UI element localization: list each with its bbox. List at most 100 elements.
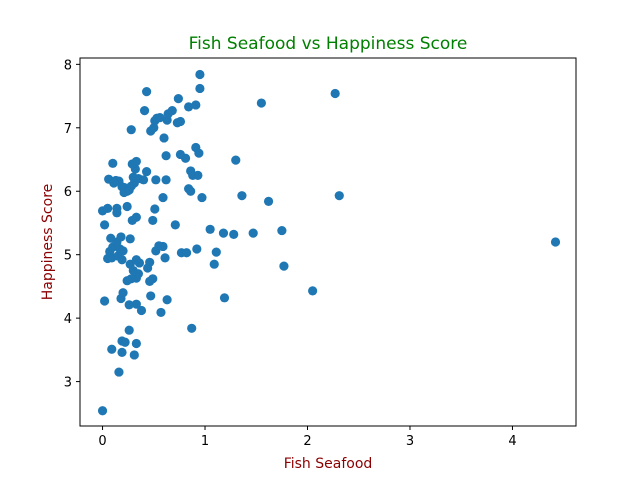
data-point (158, 241, 168, 252)
data-point (191, 100, 201, 110)
data-point (193, 170, 203, 180)
data-point (167, 106, 177, 116)
data-point (131, 156, 141, 167)
x-tick-label: 2 (303, 434, 311, 449)
data-point (248, 228, 258, 238)
data-point (205, 224, 215, 234)
data-point (149, 123, 159, 133)
data-point (124, 300, 134, 310)
data-point (106, 233, 116, 243)
data-point (330, 88, 340, 99)
data-point (308, 286, 318, 296)
data-point (139, 106, 150, 116)
data-point (107, 344, 117, 354)
data-point (99, 220, 110, 230)
data-point (117, 255, 127, 265)
data-point (118, 288, 128, 298)
x-axis-label: Fish Seafood (284, 456, 373, 472)
data-point (116, 232, 126, 242)
data-point (162, 295, 172, 305)
data-point (279, 261, 289, 271)
data-point (120, 337, 130, 347)
data-point (209, 259, 219, 269)
data-point (136, 305, 147, 316)
data-point (138, 175, 149, 185)
data-point (195, 69, 205, 80)
data-point (125, 234, 135, 244)
plot-area-frame (79, 57, 577, 427)
data-point (237, 191, 247, 201)
data-point (186, 186, 196, 196)
data-point (156, 307, 166, 318)
y-tick-label: 8 (64, 58, 72, 73)
data-point (184, 102, 194, 112)
data-point (127, 215, 137, 226)
data-point (175, 116, 186, 127)
data-point (173, 94, 183, 104)
chart-title: Fish Seafood vs Happiness Score (189, 34, 468, 54)
data-point (256, 98, 266, 108)
data-point (131, 299, 141, 309)
data-point (229, 229, 239, 239)
data-point (219, 293, 230, 303)
data-point (128, 265, 138, 276)
data-point (145, 257, 155, 267)
data-point (146, 291, 156, 301)
data-point (145, 276, 155, 286)
data-point (150, 204, 160, 214)
y-tick-label: 5 (64, 249, 72, 264)
data-points (97, 69, 561, 416)
data-point (170, 220, 180, 230)
data-point (192, 244, 202, 254)
data-point (197, 192, 207, 203)
y-axis-label: Happiness Score (40, 184, 56, 301)
x-tick-label: 0 (98, 434, 106, 449)
x-tick-label: 4 (508, 434, 516, 449)
data-point (118, 246, 128, 256)
data-point (218, 228, 229, 238)
data-point (195, 83, 205, 94)
data-point (142, 87, 152, 97)
data-point (129, 350, 139, 360)
axis-ticks: 0 1 2 3 4 3 4 5 6 7 8 (64, 58, 517, 449)
y-tick-label: 3 (64, 376, 72, 391)
data-point (159, 133, 169, 143)
y-tick-label: 7 (64, 122, 72, 137)
data-point (131, 338, 141, 349)
data-point (181, 248, 192, 258)
data-point (134, 258, 145, 268)
data-point (109, 178, 119, 188)
data-point (158, 192, 168, 203)
data-point (211, 247, 221, 257)
data-point (126, 125, 136, 135)
data-point (187, 323, 197, 333)
y-tick-label: 6 (64, 185, 72, 200)
data-point (231, 155, 241, 165)
data-point (114, 367, 124, 377)
data-point (122, 201, 132, 212)
data-point (124, 325, 134, 335)
data-point (175, 149, 186, 160)
data-point (108, 158, 118, 168)
data-point (550, 237, 561, 247)
data-point (112, 208, 122, 218)
data-point (161, 175, 171, 185)
x-tick-label: 3 (406, 434, 414, 449)
data-point (99, 296, 110, 306)
data-point (148, 215, 158, 226)
data-point (334, 191, 344, 201)
y-tick-label: 4 (64, 312, 72, 327)
data-point (151, 175, 161, 185)
data-point (142, 166, 152, 177)
data-point (160, 253, 170, 263)
x-tick-label: 1 (201, 434, 209, 449)
data-point (155, 113, 165, 123)
data-point (97, 406, 108, 416)
data-point (194, 148, 204, 158)
data-point (277, 225, 287, 236)
data-point (161, 151, 171, 161)
data-point (117, 347, 127, 357)
data-point (263, 196, 274, 206)
data-point (103, 203, 113, 213)
